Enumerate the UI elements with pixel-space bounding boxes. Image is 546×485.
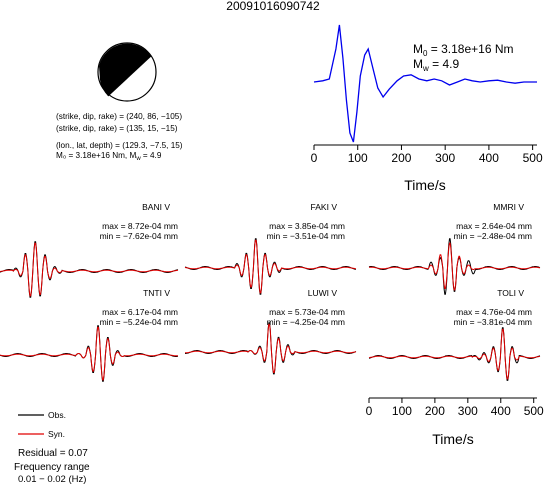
waveform-x-tick-label: 300 — [458, 404, 478, 418]
stf-x-tick-label: 400 — [479, 151, 499, 165]
stf-m0: M0 = 3.18e+16 Nm — [413, 42, 514, 58]
waveform-x-tick-label: 200 — [425, 404, 445, 418]
station-min: min = −2.48e-04 mm — [454, 231, 532, 241]
moment-magnitude: M₀ = 3.18e+16 Nm, Mw = 4.9 — [56, 151, 162, 162]
beachball-compressional-quadrant — [99, 43, 151, 96]
station-max: max = 4.76e-04 mm — [456, 307, 532, 317]
station-label: TNTI V — [143, 288, 170, 298]
residual: Residual = 0.07 — [18, 448, 88, 459]
station-min: min = −7.62e-04 mm — [100, 231, 178, 241]
beachball — [97, 42, 157, 102]
station-min: min = −4.25e-04 mm — [267, 317, 345, 327]
legend: Obs. Syn. — [18, 410, 66, 439]
station-min: min = −5.24e-04 mm — [100, 317, 178, 327]
waveform-x-axis: 0 100 200 300 400 500 — [366, 397, 544, 418]
station-max: max = 2.64e-04 mm — [456, 221, 532, 231]
nodal-plane-2: (strike, dip, rake) = (135, 15, −15) — [56, 124, 178, 133]
waveform-x-tick-label: 400 — [491, 404, 511, 418]
stf-x-tick-label: 200 — [391, 151, 411, 165]
station-label: FAKI V — [311, 202, 338, 212]
stf-x-axis: 0 100 200 300 400 500 — [311, 144, 543, 165]
synthetic-waveform — [368, 242, 541, 291]
frequency-range-label: Frequency range — [14, 462, 90, 473]
waveform-x-tick-label: 500 — [524, 404, 544, 418]
stf-x-tick-label: 0 — [311, 151, 318, 165]
observed-waveform — [0, 325, 179, 382]
waveform-xlabel: Time/s — [432, 431, 473, 447]
synthetic-waveform — [184, 239, 357, 294]
waveform-x-tick-label: 0 — [366, 404, 373, 418]
station-max: max = 5.73e-04 mm — [269, 307, 345, 317]
stf-series-line — [313, 24, 537, 143]
observed-waveform — [184, 238, 357, 295]
station-label: BANI V — [142, 202, 170, 212]
synthetic-waveform — [368, 328, 541, 380]
legend-syn-label: Syn. — [48, 429, 65, 439]
stf-x-tick-label: 100 — [348, 151, 368, 165]
station-label: TOLI V — [497, 288, 524, 298]
station-min: min = −3.81e-04 mm — [454, 317, 532, 327]
legend-obs-label: Obs. — [48, 410, 66, 420]
figure-title: 20091016090742 — [226, 0, 320, 13]
station-label: LUWI V — [308, 288, 338, 298]
synthetic-waveform — [185, 323, 357, 373]
hypocenter: (lon., lat, depth) = (129.3, −7.5, 15) — [56, 141, 183, 150]
beachball-nodal-plane — [107, 55, 152, 97]
station-max: max = 6.17e-04 mm — [102, 307, 178, 317]
synthetic-waveform — [0, 326, 178, 381]
frequency-range-value: 0.01 − 0.02 (Hz) — [18, 474, 86, 485]
station-min: min = −3.51e-04 mm — [267, 231, 345, 241]
stf-x-tick-label: 500 — [523, 151, 543, 165]
observed-waveform — [368, 238, 541, 295]
stf-panel: M0 = 3.18e+16 Nm Mw = 4.9 0 100 200 300 400 5… — [311, 24, 543, 193]
station-max: max = 8.72e-04 mm — [102, 221, 178, 231]
station-label: MMRI V — [493, 202, 524, 212]
station-max: max = 3.85e-04 mm — [269, 221, 345, 231]
waveform-x-tick-label: 100 — [392, 404, 412, 418]
mechanism-info: (strike, dip, rake) = (240, 86, −105) (s… — [56, 112, 183, 162]
stf-mw: Mw = 4.9 — [413, 57, 459, 73]
stf-x-tick-label: 300 — [435, 151, 455, 165]
synthetic-waveform — [0, 242, 179, 297]
stf-xlabel: Time/s — [404, 177, 445, 193]
nodal-plane-1: (strike, dip, rake) = (240, 86, −105) — [56, 112, 182, 121]
